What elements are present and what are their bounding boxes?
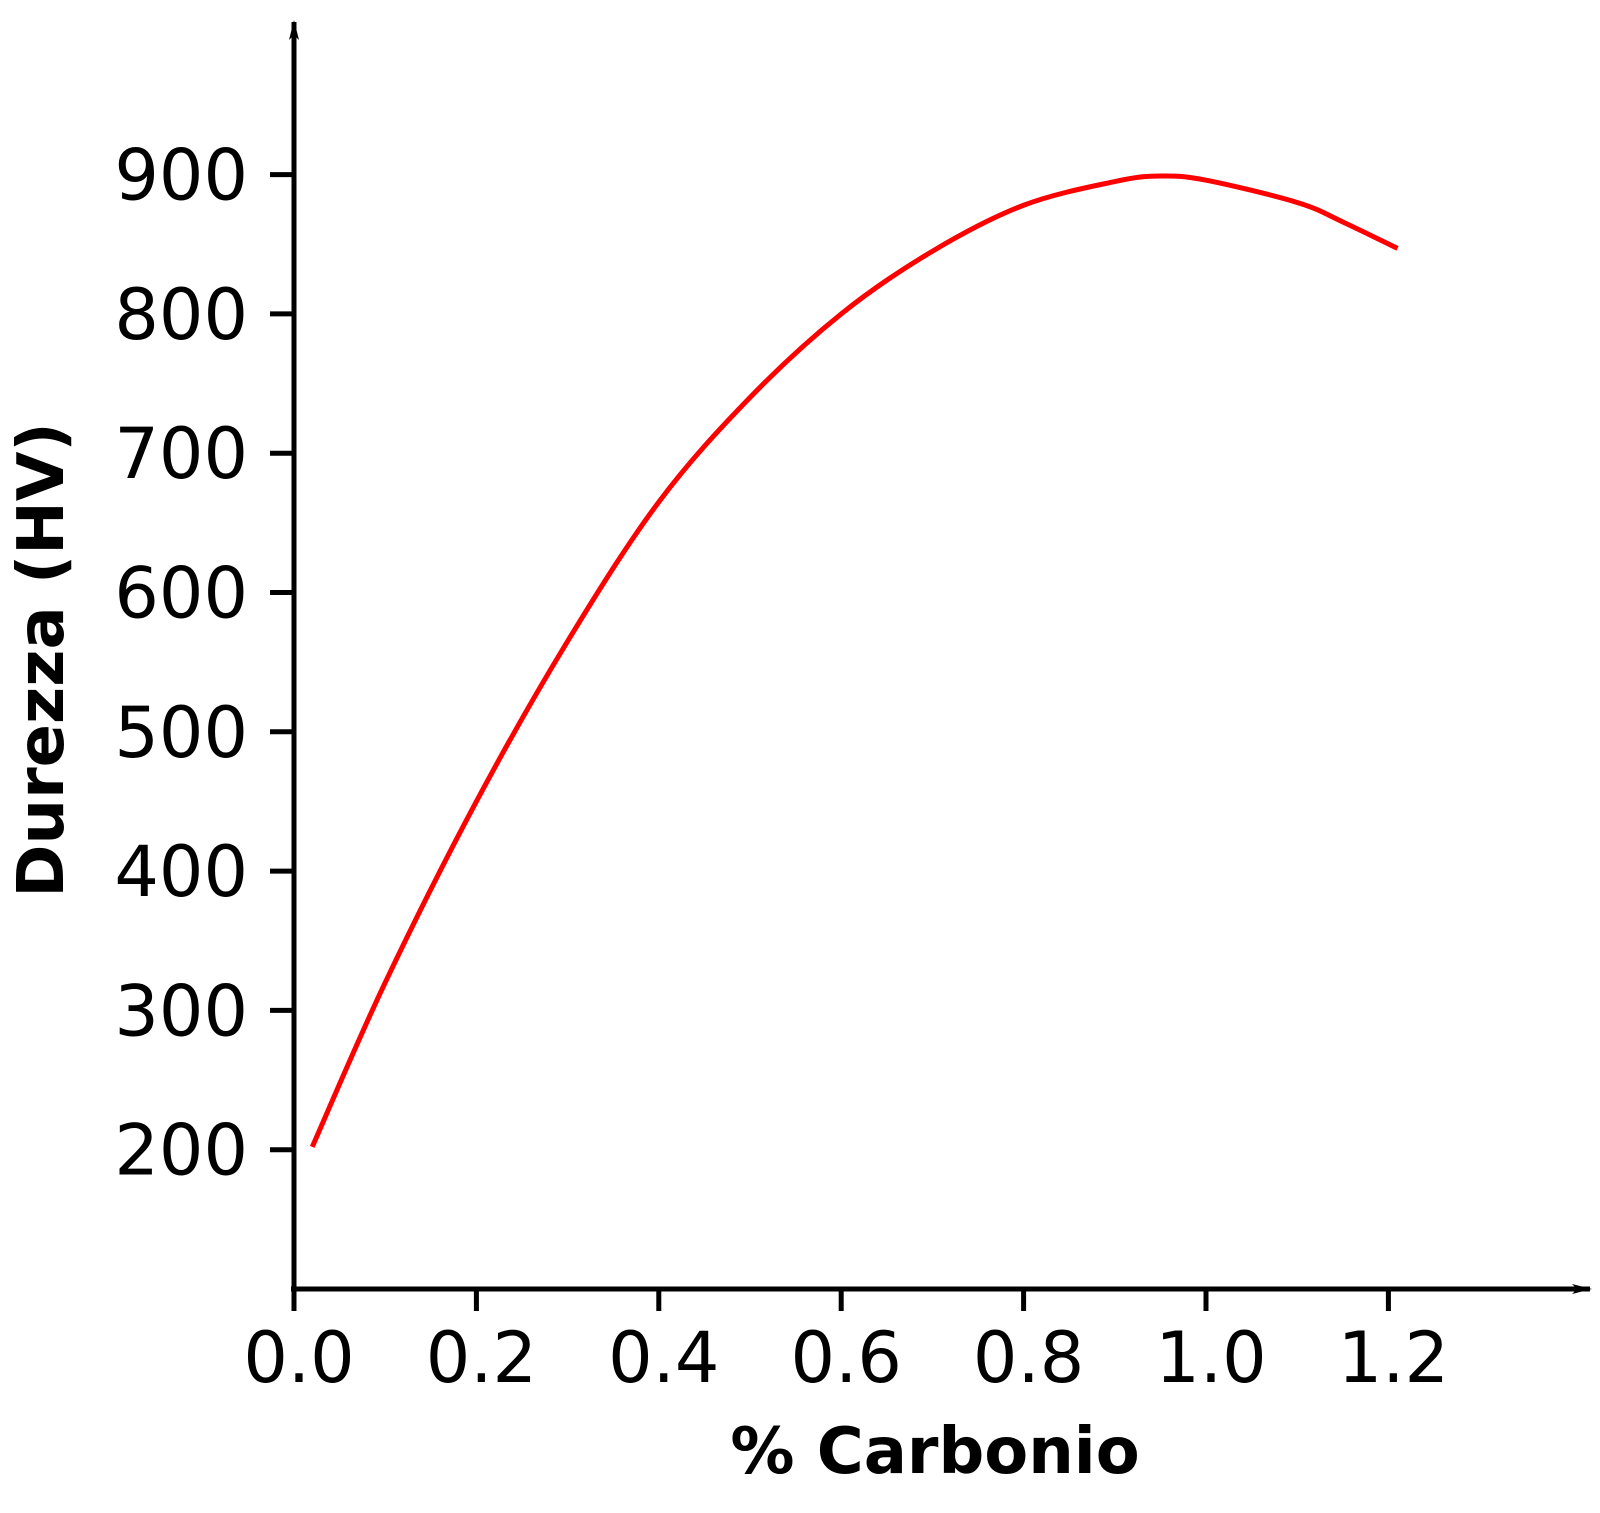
y-tick-label: 400 — [114, 831, 248, 913]
y-tick-label: 600 — [114, 553, 248, 635]
x-tick-label: 0.0 — [243, 1317, 354, 1399]
x-axis-title: % Carbonio — [730, 1415, 1139, 1489]
y-tick-label: 900 — [114, 135, 248, 217]
y-tick-label: 500 — [114, 692, 248, 774]
x-tick-label: 0.4 — [608, 1317, 719, 1399]
x-tick-label: 0.2 — [426, 1317, 537, 1399]
y-tick-label: 300 — [114, 970, 248, 1052]
x-tick-label: 1.0 — [1155, 1317, 1266, 1399]
series-line — [309, 173, 1399, 1148]
x-tick-label: 1.2 — [1338, 1317, 1449, 1399]
y-tick-label: 700 — [114, 413, 248, 495]
y-axis-title: Durezza (HV) — [5, 422, 79, 897]
x-tick-label: 0.6 — [791, 1317, 902, 1399]
y-tick-label: 800 — [114, 274, 248, 356]
y-tick-label: 200 — [114, 1110, 248, 1192]
y-axis-ticks: 200 300 400 500 600 700 800 900 — [114, 135, 294, 1192]
axes — [289, 20, 1592, 1294]
x-tick-label: 0.8 — [973, 1317, 1084, 1399]
x-axis-ticks: 0.0 0.2 0.4 0.6 0.8 1.0 1.2 — [243, 1289, 1449, 1399]
series-group — [309, 173, 1399, 1148]
